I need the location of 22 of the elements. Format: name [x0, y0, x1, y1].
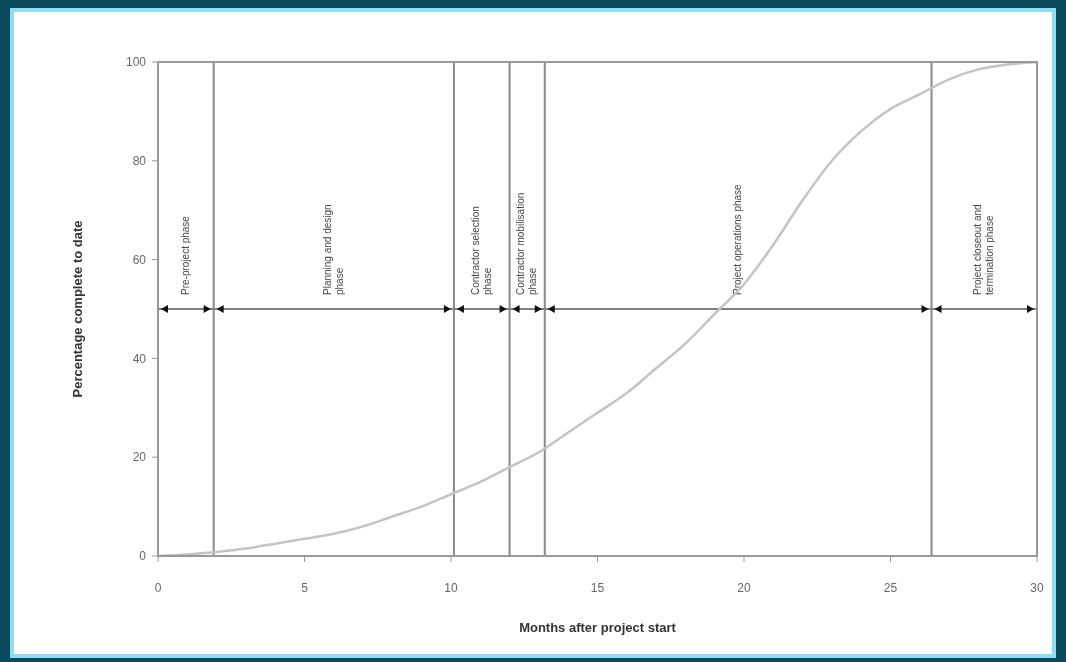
y-tick-label: 80: [132, 154, 147, 168]
annotation: Contractor mobilisation phase: [515, 192, 539, 295]
y-tick-label: 40: [132, 351, 147, 366]
x-tick-label: 20: [737, 581, 751, 595]
annotation: Project closeout and termination phase: [972, 204, 996, 295]
x-tick-label: 0: [154, 581, 162, 595]
x-tick-label: 15: [590, 581, 605, 595]
annotation: Pre-project phase: [179, 215, 191, 295]
y-tick-label: 20: [132, 450, 147, 465]
line-series: [156, 60, 1039, 558]
x-tick-label: 25: [883, 581, 898, 595]
y-axis-title: Percentage complete to date: [70, 220, 85, 398]
y-tick-label: 100: [125, 55, 147, 70]
x-tick-label: 30: [1030, 581, 1044, 595]
annotation: Project operations phase: [732, 183, 744, 295]
x-axis-title: Months after project start: [519, 620, 677, 635]
annotation: Contractor selection phase: [469, 206, 493, 295]
x-tick-label: 5: [301, 581, 309, 595]
x-tick-label: 10: [444, 581, 458, 595]
annotation: Planning and design phase: [321, 204, 345, 295]
y-tick-label: 60: [132, 252, 147, 267]
y-tick-label: 0: [139, 549, 147, 564]
